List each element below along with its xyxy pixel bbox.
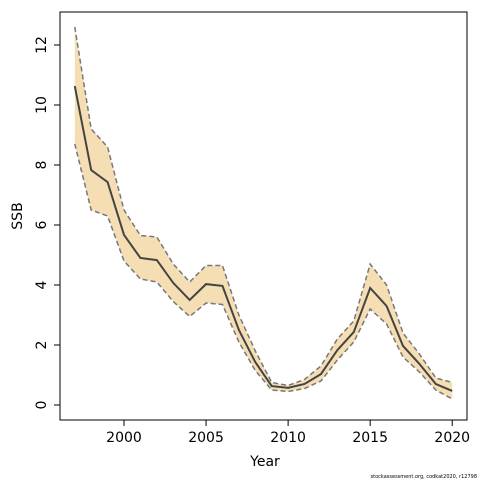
footnote: stockassessment.org, codkat2020, r12798 [371,474,477,480]
y-tick-label: 0 [34,401,50,410]
confidence-band [74,27,453,399]
x-tick-label: 2015 [352,430,388,446]
y-axis-label: SSB [10,202,26,229]
x-tick-label: 2005 [188,430,224,446]
plot-frame [59,11,468,421]
y-tick-label: 12 [34,36,50,54]
x-tick-label: 2000 [106,430,142,446]
y-tick-label: 2 [34,341,50,350]
y-tick-label: 10 [34,96,50,114]
lower-bound [74,143,453,400]
x-tick-label: 2020 [434,430,470,446]
x-tick-label: 2010 [270,430,306,446]
x-axis-label: Year [249,454,280,470]
y-tick-label: 8 [34,161,50,170]
upper-bound [74,26,453,387]
y-tick-label: 6 [34,220,50,229]
y-tick-label: 4 [34,280,50,289]
estimate-line [73,85,453,392]
